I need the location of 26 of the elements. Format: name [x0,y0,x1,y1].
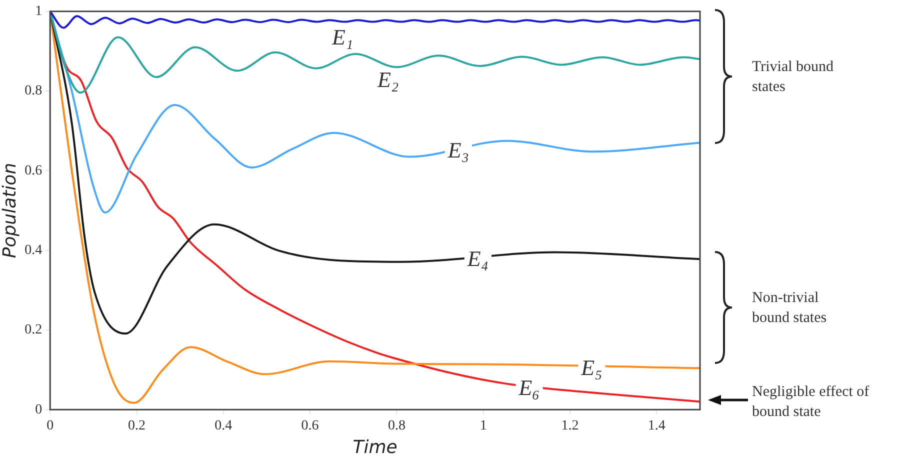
text: Trivial bound states [752,58,835,96]
y-tick-label: 0 [35,402,42,418]
x-tick-label: 1 [480,418,487,434]
x-tick-label: 1.4 [648,418,666,434]
series-label: E₂ [376,67,399,92]
series-label: E₄ [466,246,488,271]
x-tick-label: 0 [46,418,54,434]
y-tick-label: 0.4 [24,242,42,258]
series-label: E₆ [518,375,540,400]
y-tick-label: 1 [35,4,42,20]
text: Non-trivial bound states [752,288,828,328]
x-tick-label: 1.2 [561,418,579,434]
y-tick-label: 0.8 [24,84,42,99]
text: Negligible effect of bound state [752,383,870,422]
x-tick-label: 0.6 [301,418,319,434]
series-label: E₃ [446,138,469,163]
x-tick-label: 0.4 [214,418,232,434]
y-tick-label: 0.2 [24,322,42,338]
series-label: E₅ [580,354,602,380]
y-axis-title: Population [0,162,20,258]
x-tick-label: 0.8 [388,418,406,434]
x-axis-title: Time [352,436,398,458]
series-label: E₁ [331,24,354,50]
x-tick-label: 0.2 [128,418,146,434]
line-series [50,11,700,29]
y-tick-label: 0.6 [24,163,42,178]
